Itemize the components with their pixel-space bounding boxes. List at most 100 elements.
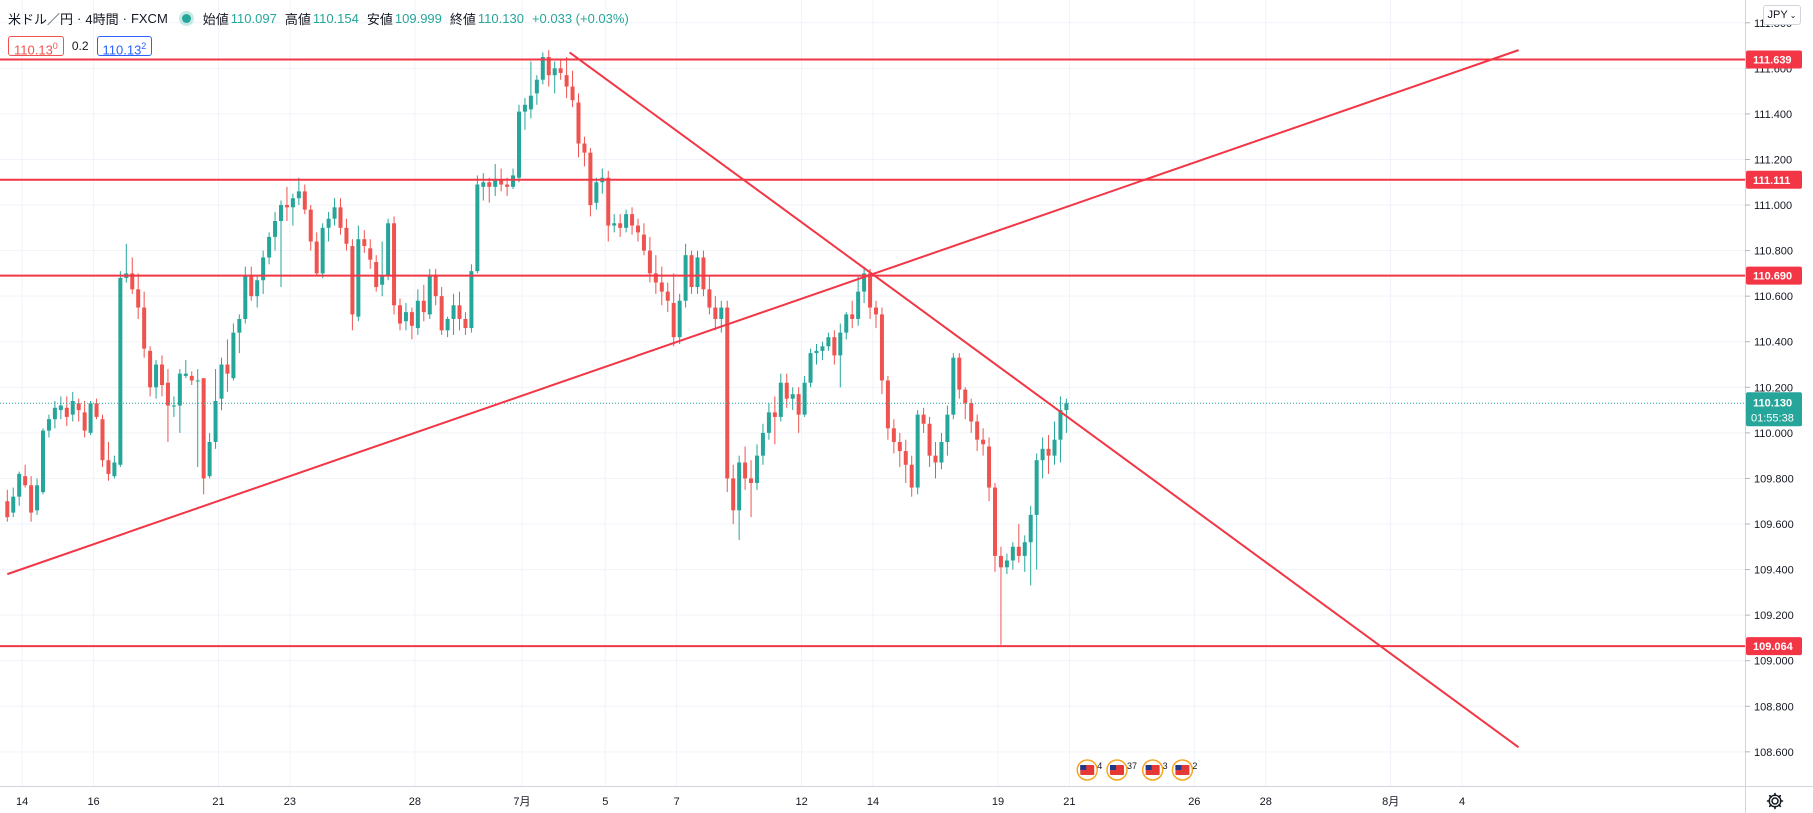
candle-down [546,56,551,76]
price-tick-label: 111.200 [1754,154,1792,166]
candle-down [344,227,349,244]
candle-down [564,75,569,87]
candle-up [1040,448,1045,461]
candle-up [737,462,742,511]
candle-down [969,403,974,422]
candle-up [844,314,849,333]
change-value: +0.033 (+0.03%) [531,10,629,26]
candle-up [838,332,843,356]
candle-up [255,280,260,297]
open-value: 110.097 [230,10,277,26]
price-tick-label: 109.400 [1754,565,1794,577]
candle-up [826,337,831,347]
price-tick-label: 109.200 [1754,610,1794,622]
currency-button[interactable]: JPY ⌄ [1763,5,1801,25]
candle-up [195,380,200,382]
interval-label[interactable]: 4時間 [85,11,119,27]
candle-up [766,412,771,433]
candle-down [701,257,706,290]
market-status-icon[interactable] [181,13,191,23]
level-price-tag [1746,266,1802,285]
candle-up [760,432,765,456]
candle-up [534,79,539,94]
candle-up [46,419,51,431]
flag-canton [1145,765,1152,770]
time-tick-label: 12 [796,796,808,808]
candle-down [850,314,855,319]
candle-up [612,223,617,226]
candle-down [302,191,307,210]
time-tick-label: 14 [16,796,28,808]
candle-down [653,273,658,283]
price-tick-label: 109.600 [1754,519,1794,531]
candle-down [76,403,81,411]
candle-up [11,496,16,513]
candle-down [987,446,992,488]
low-value: 109.999 [394,10,442,26]
candle-up [88,403,93,433]
candle-up [552,68,557,76]
candle-up [177,373,182,406]
time-tick-label: 28 [409,796,421,808]
candle-up [403,312,408,322]
flag-canton [1175,765,1182,770]
candle-down [659,282,664,292]
sell-price-button[interactable]: 110.130 [8,36,64,57]
candle-down [201,378,206,479]
candle-down [29,485,34,513]
close-label: 終値 [449,11,476,27]
candle-up [1010,546,1015,561]
candle-down [225,364,230,374]
candle-down [362,239,367,247]
time-tick-label: 26 [1188,796,1200,808]
candle-down [308,209,313,242]
candle-down [874,307,878,315]
currency-label: JPY [1767,9,1788,21]
candle-up [1028,514,1033,543]
candle-down [130,273,135,290]
candle-down [100,419,105,461]
symbol-title[interactable]: 米ドル／円 [8,11,74,27]
candle-down [957,357,962,390]
candle-down [463,318,468,329]
candle-up [1064,403,1069,411]
candle-up [695,257,700,288]
candle-down [189,375,194,381]
candle-up [70,400,75,415]
price-tick-label: 110.000 [1754,428,1793,440]
level-price-label: 111.111 [1753,175,1790,187]
candle-up [17,473,22,497]
candle-down [433,275,438,297]
event-count-label: 37 [1127,761,1137,771]
candle-down [23,476,28,486]
buy-price-button[interactable]: 110.132 [96,36,153,58]
gear-icon[interactable] [1765,791,1785,811]
trend-line [568,51,1520,749]
candle-down [868,273,873,308]
event-count-label: 2 [1192,761,1197,771]
candle-down [641,234,646,251]
candle-down [713,307,718,319]
candle-up [939,441,944,463]
candle-down [165,382,170,406]
candle-down [368,248,373,260]
buy-price: 110.13 [102,42,142,58]
candle-up [481,182,486,187]
price-tick-label: 110.800 [1754,246,1793,258]
candle-up [231,332,236,379]
price-tick-label: 109.000 [1754,656,1794,668]
separator: · [122,10,127,26]
price-tick-label: 111.400 [1754,109,1792,121]
candle-down [981,439,986,445]
price-tick-label: 110.600 [1754,291,1793,303]
candle-up [945,414,950,442]
time-tick-label: 7 [674,796,680,808]
candle-up [326,218,331,228]
candle-down [933,455,938,463]
candle-down [885,380,890,429]
candle-up [475,184,480,272]
flag-canton [1080,765,1087,770]
candle-up [820,346,825,351]
candle-down [975,421,980,440]
